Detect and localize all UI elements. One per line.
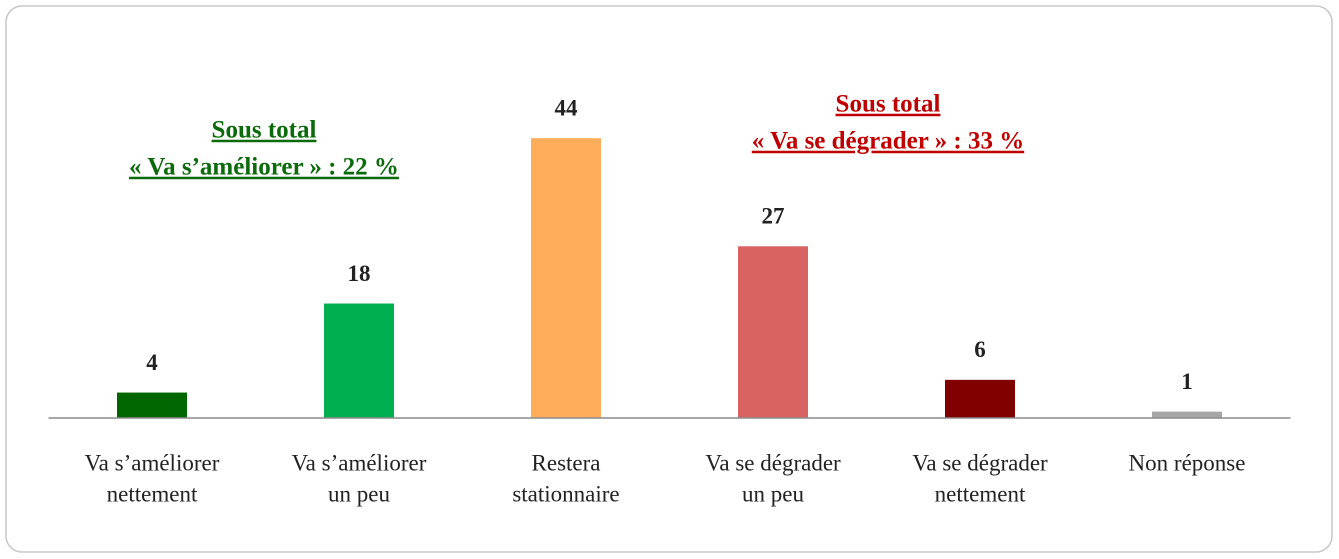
- annotation: Sous total: [836, 91, 941, 118]
- bar: [738, 246, 808, 418]
- value-label: 6: [974, 337, 986, 362]
- value-label: 4: [146, 350, 158, 375]
- x-tick-label: stationnaire: [512, 481, 619, 506]
- value-label: 44: [555, 95, 579, 120]
- x-tick-label: Va se dégrader: [705, 450, 841, 475]
- annotation: « Va s’améliorer » : 22 %: [129, 154, 399, 181]
- x-tick-label: Va se dégrader: [912, 450, 1048, 475]
- x-tick-label: Restera: [532, 450, 601, 475]
- annotation: Sous total: [212, 117, 317, 144]
- x-tick-label: nettement: [107, 481, 198, 506]
- x-tick-label: un peu: [742, 481, 804, 506]
- bar: [531, 138, 601, 418]
- bar: [324, 303, 394, 418]
- value-label: 1: [1181, 369, 1193, 394]
- x-tick-label: Va s’améliorer: [292, 450, 427, 475]
- x-tick-label: nettement: [935, 481, 1026, 506]
- bar: [1152, 411, 1222, 418]
- x-tick-label: Non réponse: [1129, 450, 1246, 475]
- annotation: « Va se dégrader » : 33 %: [752, 128, 1024, 155]
- value-label: 27: [762, 204, 785, 229]
- bar: [945, 379, 1015, 418]
- value-label: 18: [348, 261, 371, 286]
- x-tick-label: un peu: [328, 481, 390, 506]
- x-tick-label: Va s’améliorer: [85, 450, 220, 475]
- bar: [117, 392, 187, 418]
